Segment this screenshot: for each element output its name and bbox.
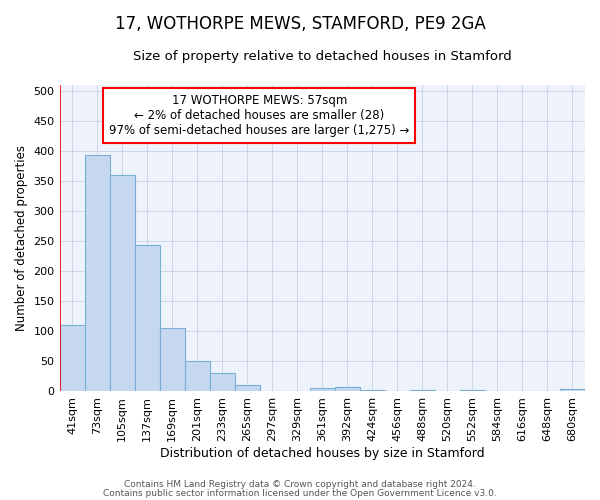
Bar	[185, 362, 209, 392]
Bar	[160, 328, 185, 392]
Text: 17, WOTHORPE MEWS, STAMFORD, PE9 2GA: 17, WOTHORPE MEWS, STAMFORD, PE9 2GA	[115, 15, 485, 33]
Text: 17 WOTHORPE MEWS: 57sqm
← 2% of detached houses are smaller (28)
97% of semi-det: 17 WOTHORPE MEWS: 57sqm ← 2% of detached…	[109, 94, 409, 137]
Bar	[460, 390, 485, 392]
Y-axis label: Number of detached properties: Number of detached properties	[15, 145, 28, 331]
Bar	[209, 374, 235, 392]
Bar	[235, 386, 260, 392]
Bar	[410, 390, 435, 392]
X-axis label: Distribution of detached houses by size in Stamford: Distribution of detached houses by size …	[160, 447, 485, 460]
Text: Contains HM Land Registry data © Crown copyright and database right 2024.: Contains HM Land Registry data © Crown c…	[124, 480, 476, 489]
Bar	[335, 388, 360, 392]
Bar	[85, 156, 110, 392]
Title: Size of property relative to detached houses in Stamford: Size of property relative to detached ho…	[133, 50, 512, 63]
Text: Contains public sector information licensed under the Open Government Licence v3: Contains public sector information licen…	[103, 488, 497, 498]
Bar	[134, 246, 160, 392]
Bar	[560, 389, 585, 392]
Bar	[360, 390, 385, 392]
Bar	[59, 326, 85, 392]
Bar	[310, 388, 335, 392]
Bar	[110, 175, 134, 392]
